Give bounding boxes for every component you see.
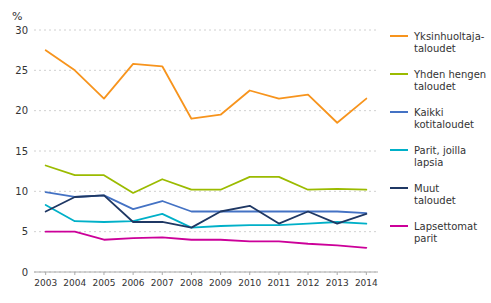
x-tick-label: 2013 — [326, 278, 349, 288]
x-tick-label: 2006 — [122, 278, 145, 288]
grid-line — [34, 272, 378, 273]
legend-label: Kaikkikotitaloudet — [414, 107, 474, 130]
grid-line — [34, 151, 378, 152]
x-tick — [162, 272, 163, 275]
x-tick — [74, 272, 75, 275]
legend-swatch — [390, 111, 408, 113]
x-tick-label: 2004 — [63, 278, 86, 288]
x-tick — [308, 272, 309, 275]
legend-swatch — [390, 73, 408, 75]
grid-line — [34, 191, 378, 192]
series-line — [46, 166, 367, 193]
series-line — [46, 232, 367, 248]
x-tick-label: 2003 — [34, 278, 57, 288]
x-tick-label: 2008 — [180, 278, 203, 288]
x-tick — [278, 272, 279, 275]
x-tick — [366, 272, 367, 275]
y-tick-label: 0 — [22, 267, 28, 278]
grid — [34, 30, 378, 272]
grid-line — [34, 70, 378, 71]
y-tick-label: 5 — [22, 226, 28, 237]
x-axis-line — [34, 272, 378, 273]
grid-line — [34, 231, 378, 232]
legend-swatch — [390, 149, 408, 151]
x-tick-label: 2007 — [151, 278, 174, 288]
y-tick-label: 15 — [15, 146, 28, 157]
y-tick-label: 10 — [15, 186, 28, 197]
legend-label: Yksinhuoltaja-taloudet — [413, 31, 485, 54]
chart: 0 5 10 15 20 25 30 2003 2004 2005 2006 2007 2008 2009… — [0, 0, 491, 303]
y-tick-label: 25 — [15, 65, 28, 76]
series-line — [46, 195, 367, 227]
legend-swatch — [390, 225, 408, 227]
plot-area — [46, 50, 367, 248]
x-tick — [337, 272, 338, 275]
legend: Yksinhuoltaja-taloudet Yhden hengentaloud… — [390, 31, 486, 244]
grid-line — [34, 110, 378, 111]
x-tick — [249, 272, 250, 275]
x-tick — [133, 272, 134, 275]
legend-label: Yhden hengentaloudet — [413, 69, 486, 92]
x-tick-label: 2014 — [355, 278, 378, 288]
legend-swatch — [390, 187, 408, 189]
y-axis-label: % — [12, 10, 22, 23]
y-tick-label: 30 — [15, 25, 28, 36]
grid-line — [34, 30, 378, 31]
x-tick-label: 2011 — [267, 278, 290, 288]
legend-label: Parit, joillalapsia — [414, 145, 466, 168]
y-tick-label: 20 — [15, 105, 28, 116]
x-tick — [45, 272, 46, 275]
series-line — [46, 50, 367, 123]
x-tick-label: 2010 — [238, 278, 261, 288]
x-tick — [191, 272, 192, 275]
x-tick-label: 2009 — [209, 278, 232, 288]
legend-swatch — [390, 35, 408, 37]
x-tick-label: 2005 — [93, 278, 116, 288]
x-tick-label: 2012 — [297, 278, 320, 288]
x-tick — [103, 272, 104, 275]
x-tick — [220, 272, 221, 275]
legend-label: Lapsettomatparit — [414, 221, 477, 244]
legend-label: Muuttaloudet — [414, 183, 456, 206]
